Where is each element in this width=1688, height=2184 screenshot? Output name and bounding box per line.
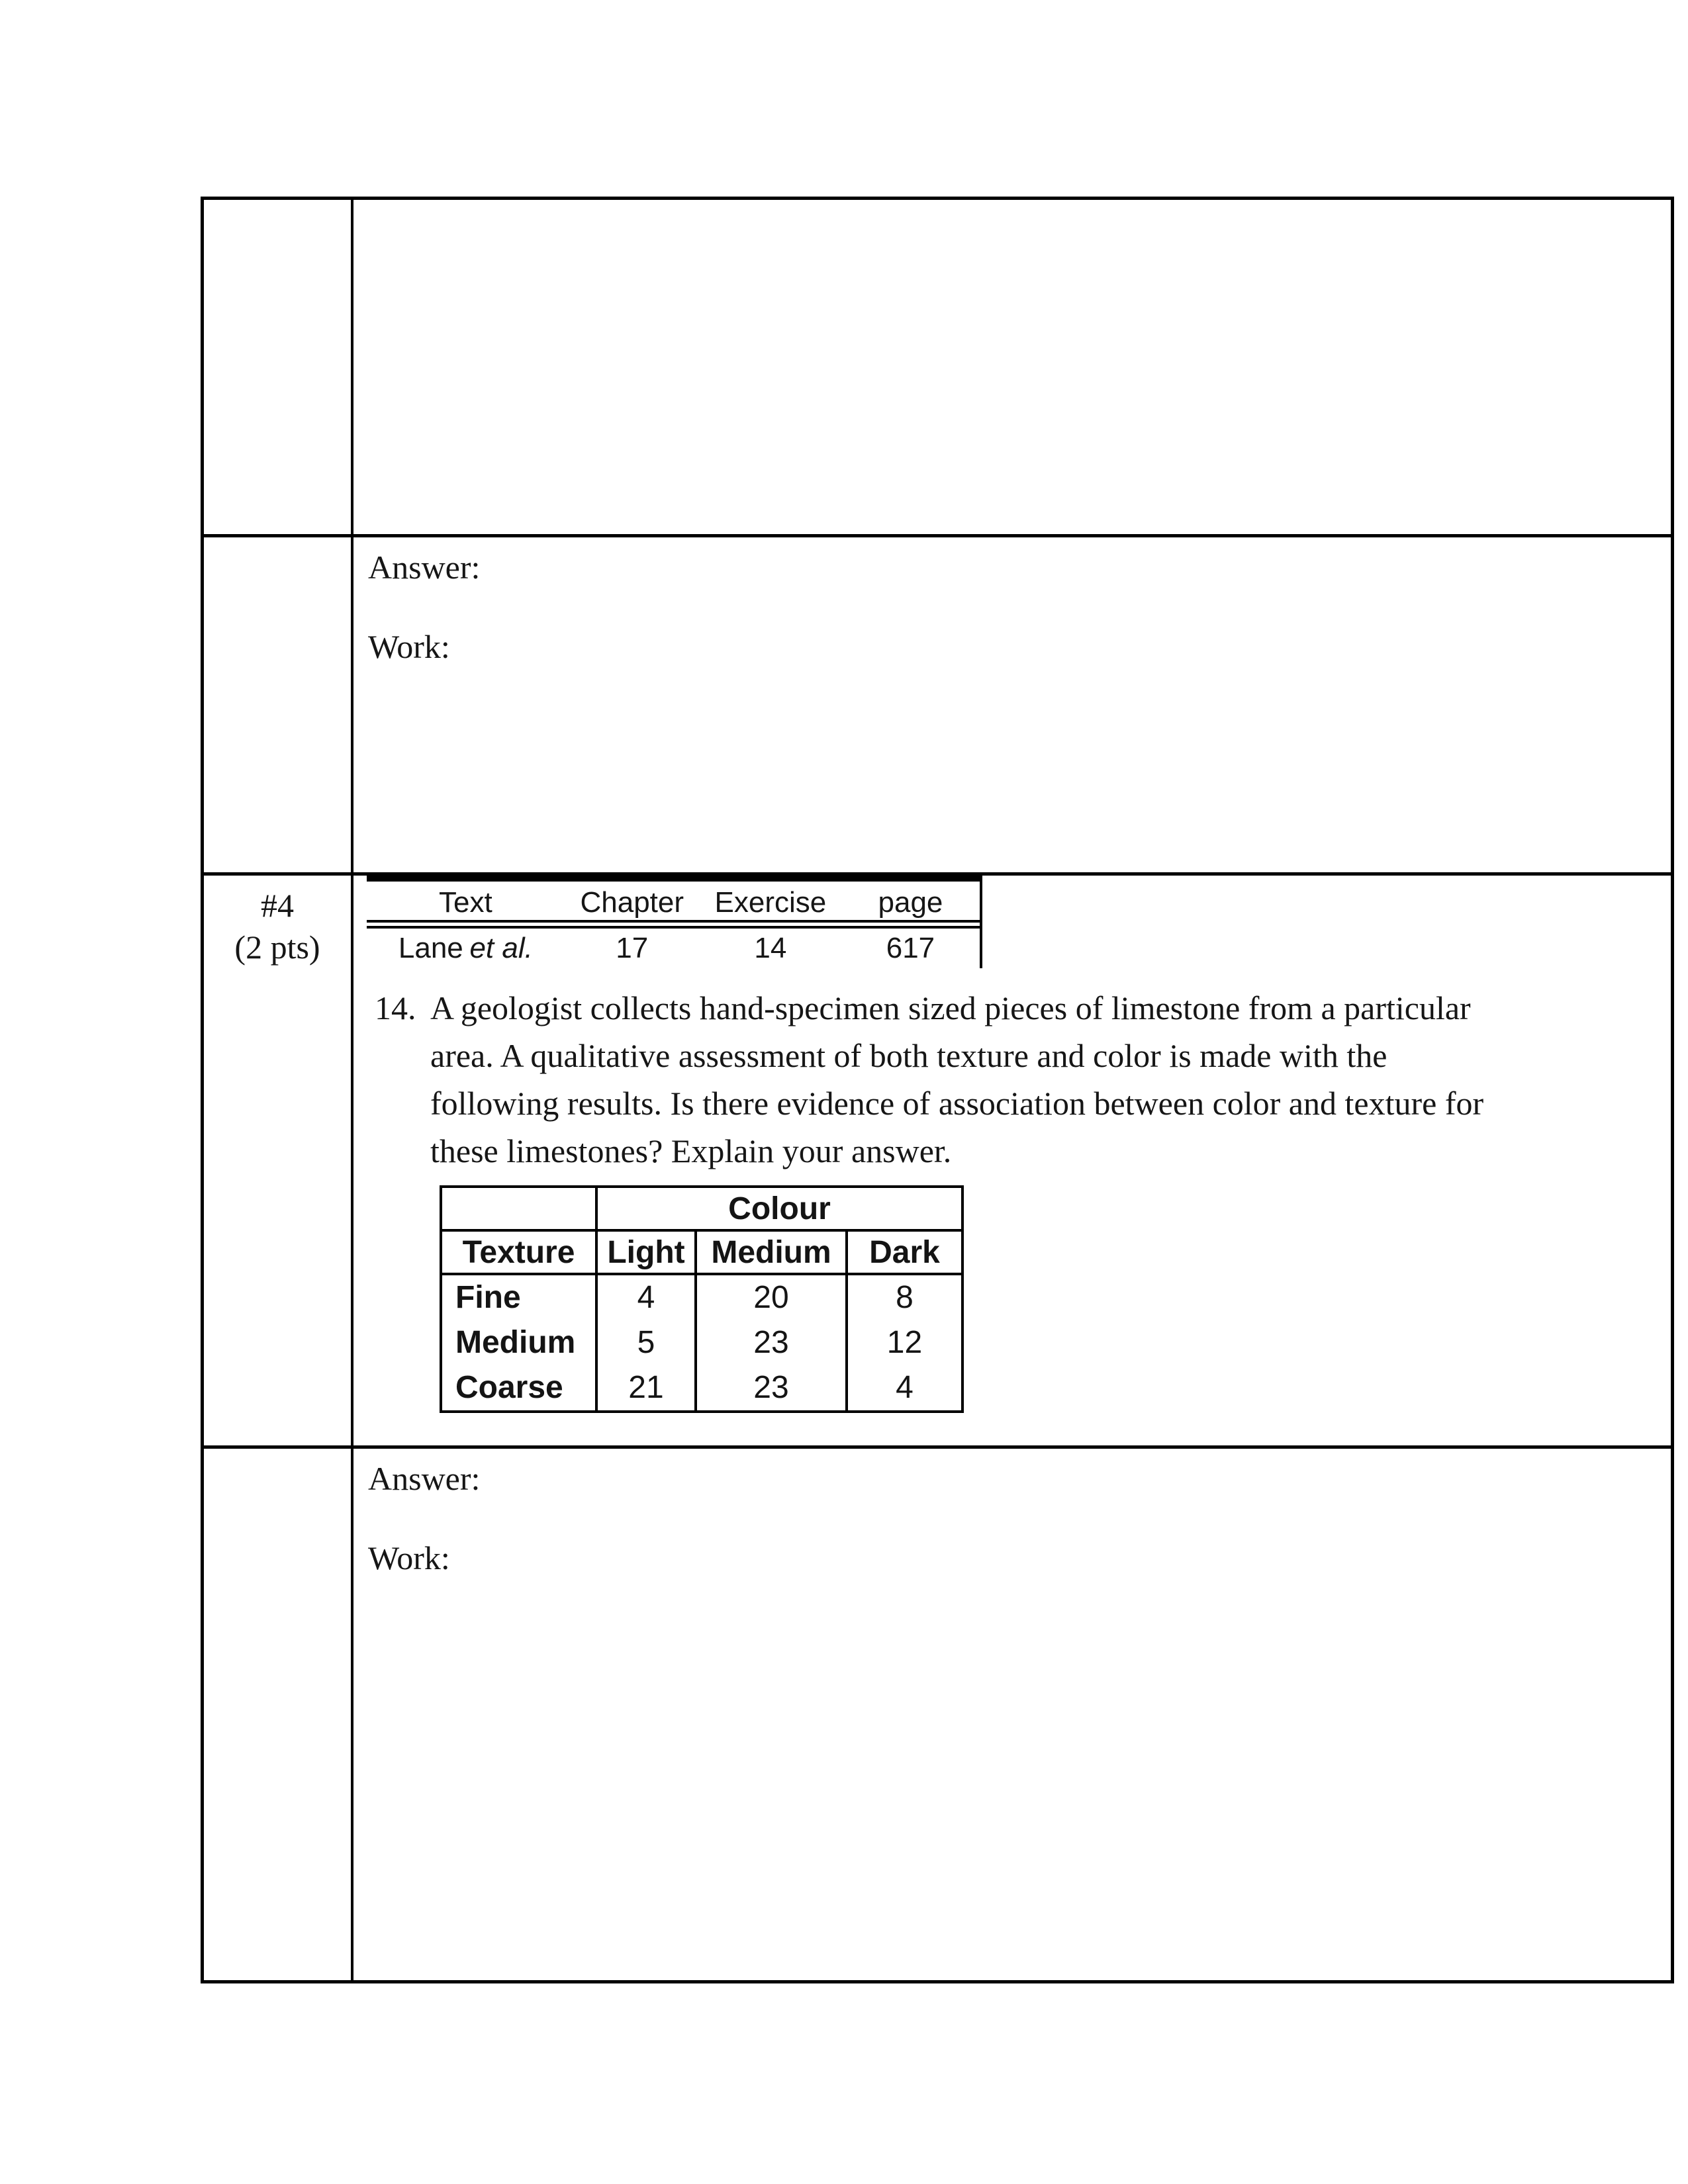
work-label: Work: <box>368 1539 450 1576</box>
cell-coarse-medium: 23 <box>697 1365 848 1410</box>
question-text: 14. A geologist collects hand-specimen s… <box>375 984 1644 1175</box>
cell-coarse-dark: 4 <box>896 1370 914 1405</box>
cell-fine-dark: 8 <box>896 1280 914 1315</box>
ref-entry-chapter: 17 <box>616 932 649 964</box>
answer-sheet-table: Answer: Work: #4 (2 pts) Text Chapter Ex… <box>201 197 1674 1983</box>
reference-table: Text Chapter Exercise page Lane et al. 17… <box>367 876 982 968</box>
contingency-corner-cell <box>442 1188 598 1229</box>
cell-medium-dark: 12 <box>886 1325 923 1360</box>
answer-row-bottom-left-cell <box>204 1449 353 1980</box>
work-label: Work: <box>368 628 450 665</box>
contingency-header-row: Texture Light Medium Dark <box>442 1232 961 1275</box>
cell-coarse-light: 21 <box>598 1365 697 1410</box>
cell-fine-light: 4 <box>598 1275 697 1320</box>
cell-medium-light: 5 <box>598 1320 697 1365</box>
answer-row-top-left-cell <box>204 537 353 872</box>
cell-fine-medium: 20 <box>697 1275 848 1320</box>
ref-entry-page: 617 <box>886 932 935 964</box>
contingency-header-dark: Dark <box>869 1235 940 1270</box>
contingency-texture-header: Texture <box>442 1232 598 1273</box>
question-item-number: 14. <box>375 989 416 1026</box>
question-points-cell: #4 (2 pts) <box>204 876 353 1445</box>
question-line: A geologist collects hand-specimen sized… <box>430 989 1471 1026</box>
contingency-header-light: Light <box>598 1232 697 1273</box>
ref-entry-text-etal: et al. <box>469 932 533 964</box>
reference-table-entry: Lane et al. 17 14 617 <box>367 929 980 968</box>
question-line: these limestones? Explain your answer. <box>430 1132 952 1169</box>
question-line: area. A qualitative assessment of both t… <box>430 1037 1387 1074</box>
ref-entry-text: Lane et al. <box>367 932 565 965</box>
contingency-colour-header: Colour <box>728 1191 831 1226</box>
question-line: following results. Is there evidence of … <box>430 1085 1484 1122</box>
contingency-table: Colour Texture Light Medium Dark Fine 4 … <box>440 1185 964 1413</box>
answer-label: Answer: <box>368 549 481 586</box>
table-row: Coarse 21 23 4 <box>442 1365 961 1410</box>
empty-row <box>204 200 1671 537</box>
answer-row-top: Answer: Work: <box>204 537 1671 876</box>
row-label-fine: Fine <box>442 1275 598 1320</box>
ref-header-page: page <box>878 886 943 919</box>
ref-header-chapter: Chapter <box>580 886 684 919</box>
table-row: Fine 4 20 8 <box>442 1275 961 1320</box>
question-content-cell: Text Chapter Exercise page Lane et al. 17… <box>353 876 1671 1445</box>
question-number: #4 <box>261 887 294 924</box>
ref-entry-text-name: Lane <box>398 932 463 964</box>
reference-table-header: Text Chapter Exercise page <box>367 882 980 929</box>
empty-work-cell <box>353 200 1671 534</box>
answer-row-bottom: Answer: Work: <box>204 1449 1671 1980</box>
empty-points-cell <box>204 200 353 534</box>
contingency-colour-row: Colour <box>442 1188 961 1232</box>
question-points: (2 pts) <box>234 929 320 966</box>
answer-row-top-cell: Answer: Work: <box>353 537 1671 872</box>
ref-entry-exercise: 14 <box>754 932 787 964</box>
table-row: Medium 5 23 12 <box>442 1320 961 1365</box>
answer-label: Answer: <box>368 1460 481 1497</box>
ref-header-exercise: Exercise <box>714 886 827 919</box>
cell-medium-medium: 23 <box>697 1320 848 1365</box>
row-label-medium: Medium <box>442 1320 598 1365</box>
contingency-header-medium: Medium <box>697 1232 848 1273</box>
row-label-coarse: Coarse <box>442 1365 598 1410</box>
ref-header-text: Text <box>439 886 492 919</box>
question-row: #4 (2 pts) Text Chapter Exercise page La… <box>204 876 1671 1449</box>
answer-row-bottom-cell: Answer: Work: <box>353 1449 1671 1980</box>
